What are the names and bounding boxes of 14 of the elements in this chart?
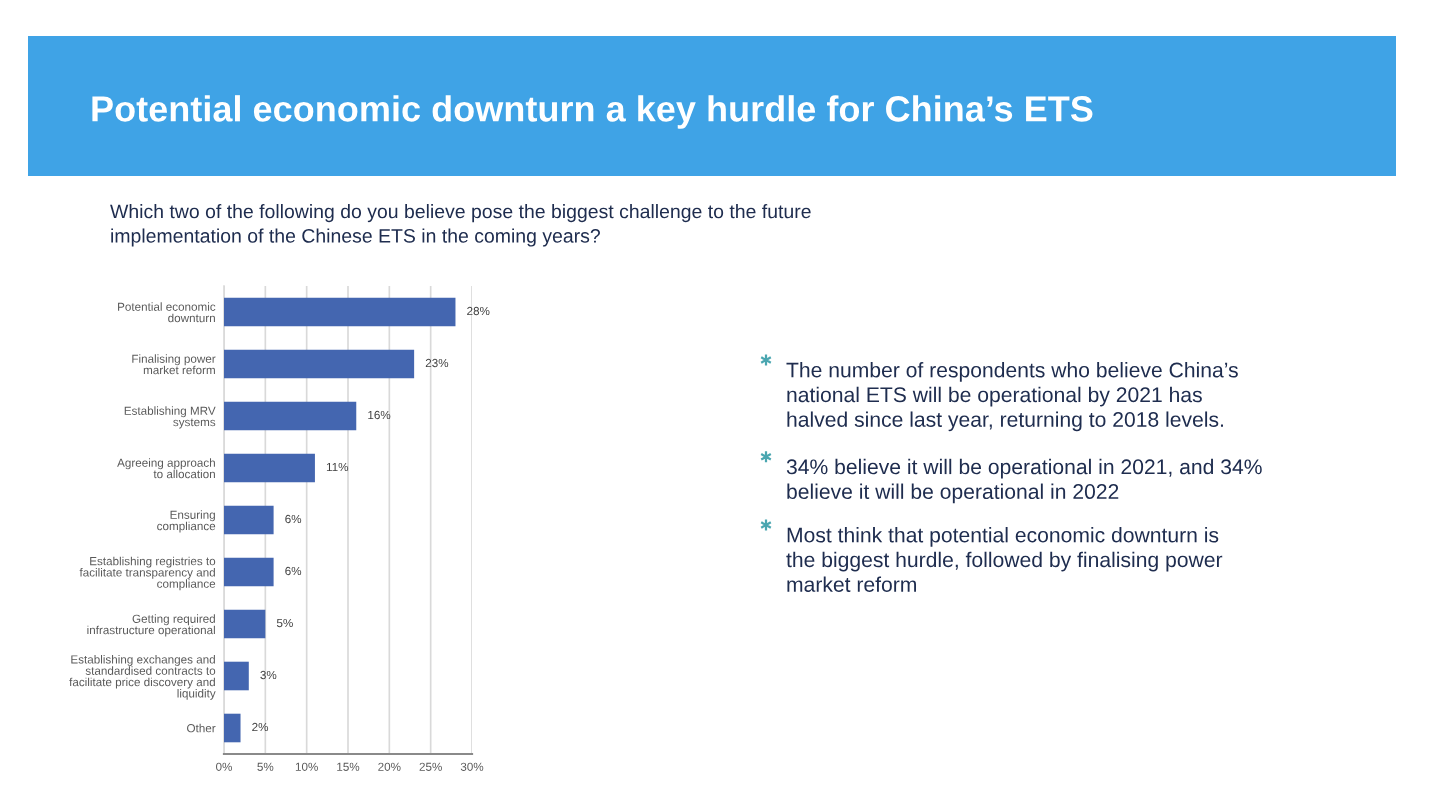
text: Most think that potential economic downturn is the biggest hurdle, followed by finalising power market reform xyxy=(786,527,1223,592)
bar xyxy=(224,297,456,327)
bar xyxy=(224,349,415,379)
bar xyxy=(224,609,266,639)
bar xyxy=(224,557,274,587)
text: The number of respondents who believe China’s national ETS will be operational by 2021 has halved since last year, returning to 2018 levels. xyxy=(786,362,1238,432)
chart-subtitle: Which two of the following do you believe pose the biggest challenge to the future implementation of the Chinese ETS in the coming years? xyxy=(110,204,811,247)
bar xyxy=(224,453,315,483)
text: 34% believe it will be operational in 2021, and 34% believe it will be operational in 2022 xyxy=(786,458,1262,504)
bar xyxy=(224,401,357,431)
bar xyxy=(224,505,274,535)
bar xyxy=(224,713,241,743)
bar xyxy=(224,661,249,691)
text: Potential economic downturn a key hurdle for China’s ETS xyxy=(92,95,1093,129)
